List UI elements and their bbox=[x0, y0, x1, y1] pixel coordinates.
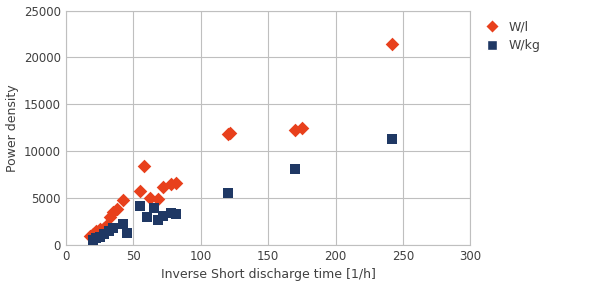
W/l bbox=[88, 232, 98, 236]
W/l bbox=[112, 207, 122, 212]
W/l bbox=[135, 188, 145, 193]
W/kg bbox=[135, 203, 145, 208]
W/l bbox=[166, 182, 176, 186]
W/kg bbox=[142, 215, 152, 219]
W/kg bbox=[91, 236, 101, 241]
W/kg bbox=[172, 212, 182, 216]
W/kg bbox=[166, 211, 176, 216]
W/kg bbox=[88, 238, 98, 243]
W/kg bbox=[109, 226, 118, 230]
W/l bbox=[99, 226, 109, 230]
W/l bbox=[139, 164, 149, 168]
W/kg bbox=[290, 167, 300, 171]
W/kg bbox=[223, 190, 233, 195]
W/kg bbox=[99, 232, 109, 236]
W/kg bbox=[158, 214, 168, 218]
X-axis label: Inverse Short discharge time [1/h]: Inverse Short discharge time [1/h] bbox=[161, 268, 376, 282]
W/l bbox=[145, 196, 154, 200]
W/l bbox=[101, 224, 111, 228]
W/l bbox=[223, 132, 233, 137]
W/kg bbox=[153, 218, 162, 222]
W/l bbox=[106, 215, 115, 219]
W/kg bbox=[118, 222, 127, 227]
W/kg bbox=[122, 230, 131, 235]
W/l bbox=[387, 42, 397, 46]
W/kg bbox=[95, 234, 104, 239]
W/l bbox=[95, 227, 104, 231]
W/l bbox=[153, 197, 162, 201]
W/l bbox=[297, 125, 307, 130]
W/l bbox=[118, 198, 127, 202]
W/l bbox=[290, 127, 300, 132]
W/l bbox=[91, 229, 101, 233]
W/kg bbox=[104, 229, 114, 233]
W/kg bbox=[149, 205, 159, 210]
W/l bbox=[172, 181, 182, 185]
Y-axis label: Power density: Power density bbox=[5, 84, 19, 172]
Legend: W/l, W/kg: W/l, W/kg bbox=[475, 15, 545, 57]
W/l bbox=[109, 210, 118, 214]
W/l bbox=[86, 233, 95, 238]
W/kg bbox=[387, 137, 397, 141]
W/l bbox=[226, 131, 235, 136]
W/l bbox=[158, 185, 168, 189]
